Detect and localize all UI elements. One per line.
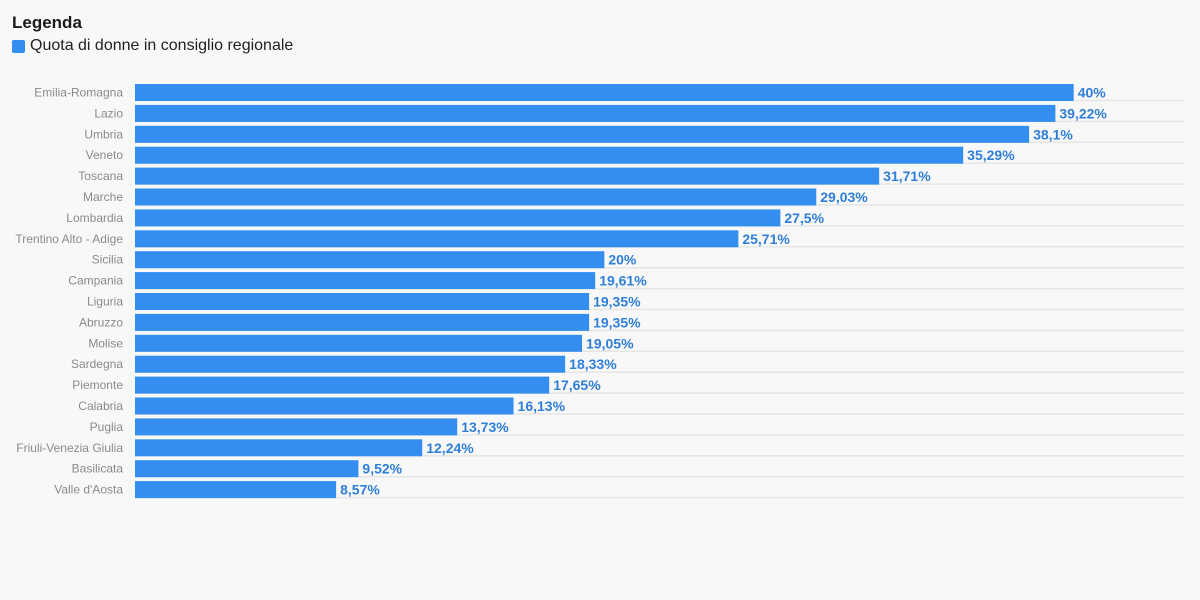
category-label: Friuli-Venezia Giulia	[16, 441, 123, 455]
value-label: 16,13%	[518, 398, 566, 414]
value-label: 13,73%	[461, 419, 509, 435]
category-label: Toscana	[78, 169, 123, 183]
bar	[135, 209, 781, 227]
category-label: Molise	[88, 336, 123, 350]
legend-item: Quota di donne in consiglio regionale	[12, 37, 293, 55]
value-label: 18,33%	[569, 356, 617, 372]
category-label: Marche	[83, 190, 123, 204]
value-label: 19,35%	[593, 294, 641, 310]
bar	[135, 334, 583, 352]
bar	[135, 125, 1030, 143]
bar	[135, 167, 880, 185]
value-label: 35,29%	[967, 147, 1015, 163]
bar	[135, 397, 514, 415]
value-label: 20%	[608, 252, 637, 268]
category-label: Trentino Alto - Adige	[15, 232, 123, 246]
bar	[135, 104, 1056, 122]
bar	[135, 313, 590, 331]
legend-series-label: Quota di donne in consiglio regionale	[30, 37, 294, 54]
category-label: Piemonte	[72, 378, 123, 392]
value-label: 25,71%	[742, 231, 790, 247]
bar	[135, 355, 566, 373]
category-label: Lazio	[94, 106, 123, 120]
legend-title: Legenda	[12, 13, 82, 32]
category-label: Lombardia	[66, 211, 123, 225]
category-label: Veneto	[86, 148, 124, 162]
category-label: Sicilia	[92, 253, 124, 267]
value-label: 19,05%	[586, 335, 634, 351]
value-label: 12,24%	[426, 440, 474, 456]
category-label: Sardegna	[71, 357, 123, 371]
bar	[135, 460, 359, 478]
value-label: 17,65%	[553, 377, 601, 393]
bar	[135, 188, 817, 206]
value-label: 27,5%	[784, 210, 824, 226]
bar	[135, 146, 964, 164]
category-label: Valle d'Aosta	[54, 483, 123, 497]
value-label: 29,03%	[820, 189, 868, 205]
category-label: Liguria	[87, 295, 123, 309]
legend: Legenda Quota di donne in consiglio regi…	[12, 12, 293, 55]
category-label: Umbria	[84, 127, 123, 141]
value-label: 19,61%	[599, 273, 647, 289]
bar	[135, 481, 337, 499]
category-label: Basilicata	[72, 462, 124, 476]
bar	[135, 439, 423, 457]
bar	[135, 418, 458, 436]
value-label: 8,57%	[340, 482, 380, 498]
bar	[135, 293, 590, 310]
bar	[135, 251, 605, 269]
value-label: 19,35%	[593, 314, 641, 330]
category-label: Calabria	[78, 399, 123, 413]
bar	[135, 272, 596, 290]
category-label: Abruzzo	[79, 315, 123, 329]
bar	[135, 84, 1074, 101]
value-label: 31,71%	[883, 168, 931, 184]
bar	[135, 230, 739, 248]
value-label: 9,52%	[362, 461, 402, 477]
legend-swatch	[12, 39, 25, 53]
value-label: 39,22%	[1059, 105, 1107, 121]
category-label: Puglia	[90, 420, 124, 434]
value-label: 40%	[1078, 85, 1107, 101]
value-label: 38,1%	[1033, 126, 1073, 142]
bar	[135, 376, 550, 394]
category-label: Campania	[68, 274, 123, 288]
category-label: Emilia-Romagna	[34, 86, 123, 100]
